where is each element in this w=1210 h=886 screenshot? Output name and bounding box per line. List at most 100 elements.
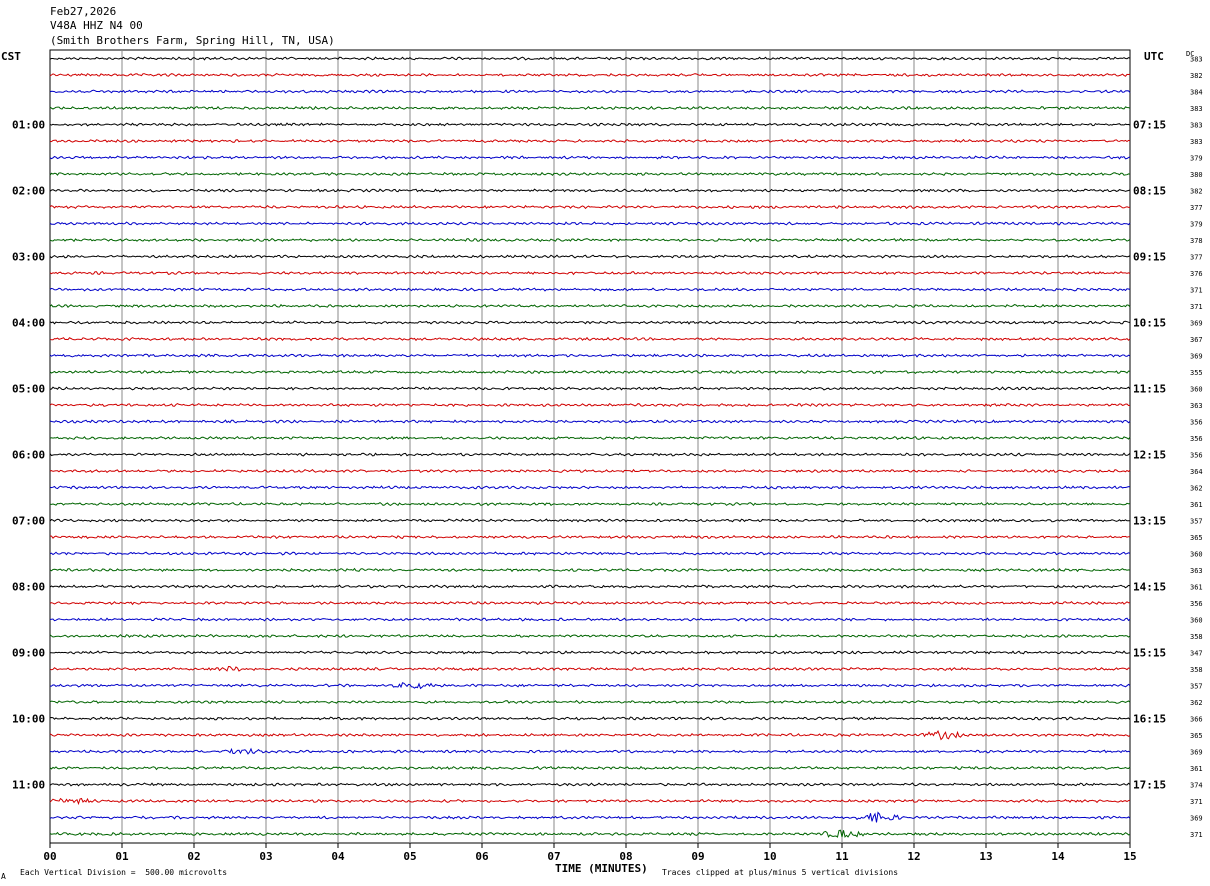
right-hour-label: 12:15 (1133, 449, 1166, 462)
trace-dc-value: 361 (1190, 584, 1203, 592)
trace-dc-value: 377 (1190, 204, 1203, 212)
trace-dc-value: 383 (1190, 138, 1203, 146)
seismic-trace (49, 287, 1131, 292)
trace-dc-value: 374 (1190, 782, 1203, 790)
trace-dc-value: 379 (1190, 221, 1203, 229)
seismic-trace (49, 699, 1131, 704)
seismic-trace (49, 782, 1131, 787)
left-hour-label: 05:00 (12, 383, 45, 396)
trace-dc-value: 357 (1190, 518, 1203, 526)
seismic-trace (49, 303, 1131, 308)
left-hour-label: 01:00 (12, 119, 45, 132)
right-hour-label: 10:15 (1133, 317, 1166, 330)
trace-dc-value: 383 (1190, 122, 1203, 130)
plot-date: Feb27,2026 (50, 5, 117, 18)
seismic-trace (49, 534, 1131, 540)
x-tick-label: 03 (259, 850, 272, 863)
left-hour-label: 11:00 (12, 779, 45, 792)
seismic-trace (49, 204, 1131, 210)
trace-dc-value: 366 (1190, 716, 1203, 724)
x-tick-label: 14 (1051, 850, 1065, 863)
x-tick-label: 02 (187, 850, 200, 863)
trace-dc-value: 356 (1190, 600, 1203, 608)
trace-dc-value: 363 (1190, 402, 1203, 410)
x-axis-label: TIME (MINUTES) (555, 862, 648, 875)
x-tick-label: 00 (43, 850, 56, 863)
seismic-trace (49, 765, 1131, 771)
seismic-trace (49, 501, 1130, 507)
seismic-trace (49, 452, 1131, 457)
trace-dc-value: 369 (1190, 320, 1203, 328)
seismic-trace (49, 320, 1131, 325)
right-hour-label: 15:15 (1133, 647, 1166, 660)
x-tick-label: 08 (619, 850, 632, 863)
right-hour-label: 16:15 (1133, 713, 1166, 726)
trace-dc-value: 371 (1190, 303, 1203, 311)
seismic-trace (49, 188, 1131, 193)
seismic-trace (49, 122, 1131, 127)
seismic-trace (49, 56, 1131, 61)
trace-dc-value: 360 (1190, 551, 1203, 559)
seismic-trace (49, 369, 1131, 375)
footer-mark: A (1, 872, 6, 881)
trace-dc-value: 380 (1190, 171, 1203, 179)
right-hour-label: 07:15 (1133, 119, 1166, 132)
right-hour-label: 13:15 (1133, 515, 1166, 528)
trace-dc-value: 367 (1190, 336, 1203, 344)
x-tick-label: 05 (403, 850, 416, 863)
trace-dc-value: 378 (1190, 237, 1203, 245)
seismic-trace (49, 600, 1130, 606)
right-hour-label: 08:15 (1133, 185, 1166, 198)
seismic-trace (49, 811, 1131, 823)
trace-dc-value: 360 (1190, 386, 1203, 394)
trace-dc-value: 355 (1190, 369, 1203, 377)
seismic-trace (49, 747, 1131, 755)
right-hour-label: 09:15 (1133, 251, 1166, 264)
left-hour-label: 09:00 (12, 647, 45, 660)
right-hour-label: 14:15 (1133, 581, 1166, 594)
left-hour-label: 03:00 (12, 251, 45, 264)
vertical-scale-note: Each Vertical Division = 500.00 microvol… (20, 868, 228, 877)
seismic-trace (49, 665, 1131, 672)
station-code: V48A HHZ N4 00 (50, 19, 143, 32)
left-hour-label: 02:00 (12, 185, 45, 198)
x-tick-label: 07 (547, 850, 560, 863)
right-timezone-label: UTC (1144, 50, 1164, 63)
seismic-trace (49, 716, 1131, 721)
trace-dc-value: 369 (1190, 815, 1203, 823)
seismic-trace (50, 682, 1131, 690)
seismic-trace (50, 650, 1131, 655)
x-tick-label: 13 (979, 850, 992, 863)
trace-dc-value: 365 (1190, 534, 1203, 542)
seismic-trace (49, 353, 1131, 358)
seismic-trace (49, 270, 1131, 276)
trace-dc-value: 371 (1190, 287, 1203, 295)
x-tick-label: 11 (835, 850, 849, 863)
left-timezone-label: CST (1, 50, 21, 63)
trace-dc-value: 382 (1190, 72, 1203, 80)
seismic-trace (49, 633, 1131, 639)
seismic-trace (49, 419, 1131, 424)
trace-dc-value: 365 (1190, 732, 1203, 740)
trace-dc-value: 382 (1190, 188, 1203, 196)
seismic-trace (49, 72, 1131, 77)
trace-dc-value: 377 (1190, 254, 1203, 262)
trace-dc-value: 356 (1190, 435, 1203, 443)
x-tick-label: 06 (475, 850, 489, 863)
trace-dc-value: 379 (1190, 155, 1203, 163)
left-hour-label: 06:00 (12, 449, 45, 462)
trace-dc-value: 361 (1190, 501, 1203, 509)
trace-dc-value: 356 (1190, 419, 1203, 427)
seismic-trace (49, 730, 1131, 741)
trace-dc-value: 362 (1190, 485, 1203, 493)
seismic-trace (49, 89, 1131, 94)
x-tick-label: 15 (1123, 850, 1136, 863)
seismic-trace (49, 254, 1131, 259)
seismic-trace (49, 221, 1131, 226)
seismic-trace (49, 551, 1131, 556)
trace-dc-value: 376 (1190, 270, 1203, 278)
left-hour-label: 08:00 (12, 581, 45, 594)
seismic-trace (49, 435, 1131, 441)
left-hour-label: 07:00 (12, 515, 45, 528)
